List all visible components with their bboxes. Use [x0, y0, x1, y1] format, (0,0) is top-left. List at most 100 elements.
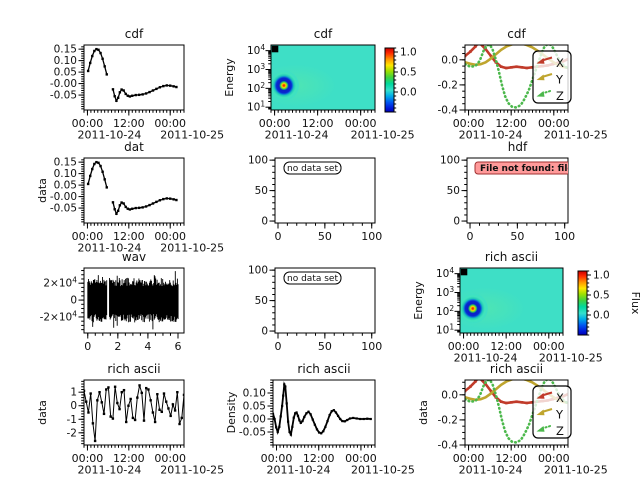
- marker: [89, 392, 92, 395]
- plot-area-p4[interactable]: [84, 158, 184, 223]
- x-date-label: 2011-10-24: [77, 129, 141, 142]
- plot-area-p6[interactable]: [467, 158, 568, 223]
- x-tick-label: 50: [510, 230, 524, 243]
- marker: [288, 430, 291, 434]
- marker: [474, 380, 477, 383]
- plot-title: dat: [124, 140, 144, 154]
- x-tick-label: 00:00: [72, 452, 104, 465]
- plot-title: cdf: [125, 27, 144, 41]
- plot-area-p9[interactable]: [460, 268, 563, 333]
- marker: [111, 417, 115, 420]
- marker: [138, 384, 141, 387]
- marker: [155, 200, 158, 204]
- marker: [515, 400, 518, 404]
- y-tick-label: 2×104: [43, 276, 77, 290]
- marker: [107, 386, 110, 389]
- plot-frame: [459, 267, 564, 334]
- plot-title: rich ascii: [107, 362, 160, 376]
- marker: [101, 57, 104, 60]
- y-tick-label: -0.00: [50, 78, 77, 90]
- marker: [313, 423, 316, 426]
- y-tick-label: 0: [70, 400, 77, 412]
- plot-area-p8[interactable]: [275, 268, 375, 333]
- marker: [279, 415, 282, 418]
- marker: [525, 66, 529, 70]
- badge-text: no data set: [287, 164, 338, 174]
- marker: [160, 410, 163, 414]
- x-tick-label: 50: [318, 230, 332, 243]
- marker: [137, 206, 141, 210]
- colorbar-p9[interactable]: 1.0 0.5 0.0 Flux: [577, 270, 640, 336]
- marker: [115, 99, 118, 103]
- y-tick-label: -1: [67, 414, 77, 426]
- plot-area-p12[interactable]: [465, 380, 568, 445]
- marker: [128, 95, 132, 98]
- plot-area-p10[interactable]: [84, 380, 184, 445]
- context-marker: [460, 268, 468, 276]
- y-axis: 100 50 0: [440, 155, 467, 228]
- colorbar-p2[interactable]: 1.0 0.5 0.0: [384, 47, 417, 113]
- plot-area-p3[interactable]: [465, 45, 568, 110]
- y-tick-label: 0: [453, 216, 460, 228]
- y-tick-label: 0: [70, 295, 77, 307]
- y-axis: 2×104 0 -2×104: [40, 270, 84, 331]
- colorbar-tick-label: 0.5: [593, 290, 610, 302]
- plot-area-p11[interactable]: [273, 380, 375, 445]
- marker: [305, 412, 308, 415]
- x-tick-label: 00:00: [261, 452, 293, 465]
- badge-text: no data set: [287, 274, 338, 284]
- y-axis: 0.0 -0.2 -0.4: [438, 46, 465, 117]
- marker: [126, 207, 129, 210]
- y-tick-label: 0.0: [441, 54, 458, 66]
- marker: [339, 417, 342, 421]
- x-date-label: 2011-10-25: [160, 129, 224, 142]
- marker: [86, 182, 90, 186]
- marker: [317, 431, 321, 434]
- marker: [172, 85, 175, 88]
- legend[interactable]: XYZ: [532, 385, 572, 439]
- plot-area-p1[interactable]: [84, 45, 184, 110]
- x-date-label: 2011-10-24: [454, 352, 518, 365]
- x-tick-label: 00:00: [154, 117, 186, 130]
- marker: [129, 397, 132, 401]
- y-tick-label: -2×104: [40, 309, 78, 323]
- marker: [173, 409, 177, 412]
- y-axis: 101 102 103 104: [436, 266, 460, 337]
- marker: [141, 206, 144, 209]
- marker: [295, 411, 298, 414]
- marker: [99, 51, 102, 55]
- series-group: [86, 160, 178, 216]
- marker: [175, 85, 178, 89]
- x-tick-label: 12:00: [302, 117, 334, 130]
- marker: [276, 430, 279, 434]
- colorbar-tick-label: 0.5: [400, 67, 417, 79]
- y-axis: 0.0 -0.2 -0.4: [438, 381, 465, 452]
- marker: [116, 401, 119, 405]
- y-tick-label: 101: [436, 323, 454, 337]
- marker: [281, 404, 284, 408]
- marker: [292, 416, 295, 419]
- plot-title: hdf: [508, 140, 528, 154]
- marker: [136, 396, 139, 399]
- colorbar-label: Flux: [629, 292, 640, 315]
- marker: [284, 385, 287, 388]
- y-tick-label: 0.0: [441, 389, 458, 401]
- error-badge: File not found: file:///w: [474, 161, 568, 175]
- x-axis: 0 50 100: [467, 223, 575, 243]
- plot-frame: [83, 44, 185, 111]
- plot-area-p2[interactable]: [271, 45, 375, 110]
- plot-area-p7[interactable]: [84, 268, 184, 333]
- marker: [474, 45, 477, 48]
- marker: [291, 425, 294, 428]
- x-tick-label: 100: [554, 230, 575, 243]
- x-tick-label: 100: [361, 230, 382, 243]
- legend[interactable]: XYZ: [532, 50, 572, 104]
- marker: [510, 66, 513, 69]
- x-tick-label: 00:00: [154, 452, 186, 465]
- marker: [175, 198, 178, 202]
- x-tick-label: 00:00: [72, 230, 104, 243]
- plot-area-p5[interactable]: [275, 158, 375, 223]
